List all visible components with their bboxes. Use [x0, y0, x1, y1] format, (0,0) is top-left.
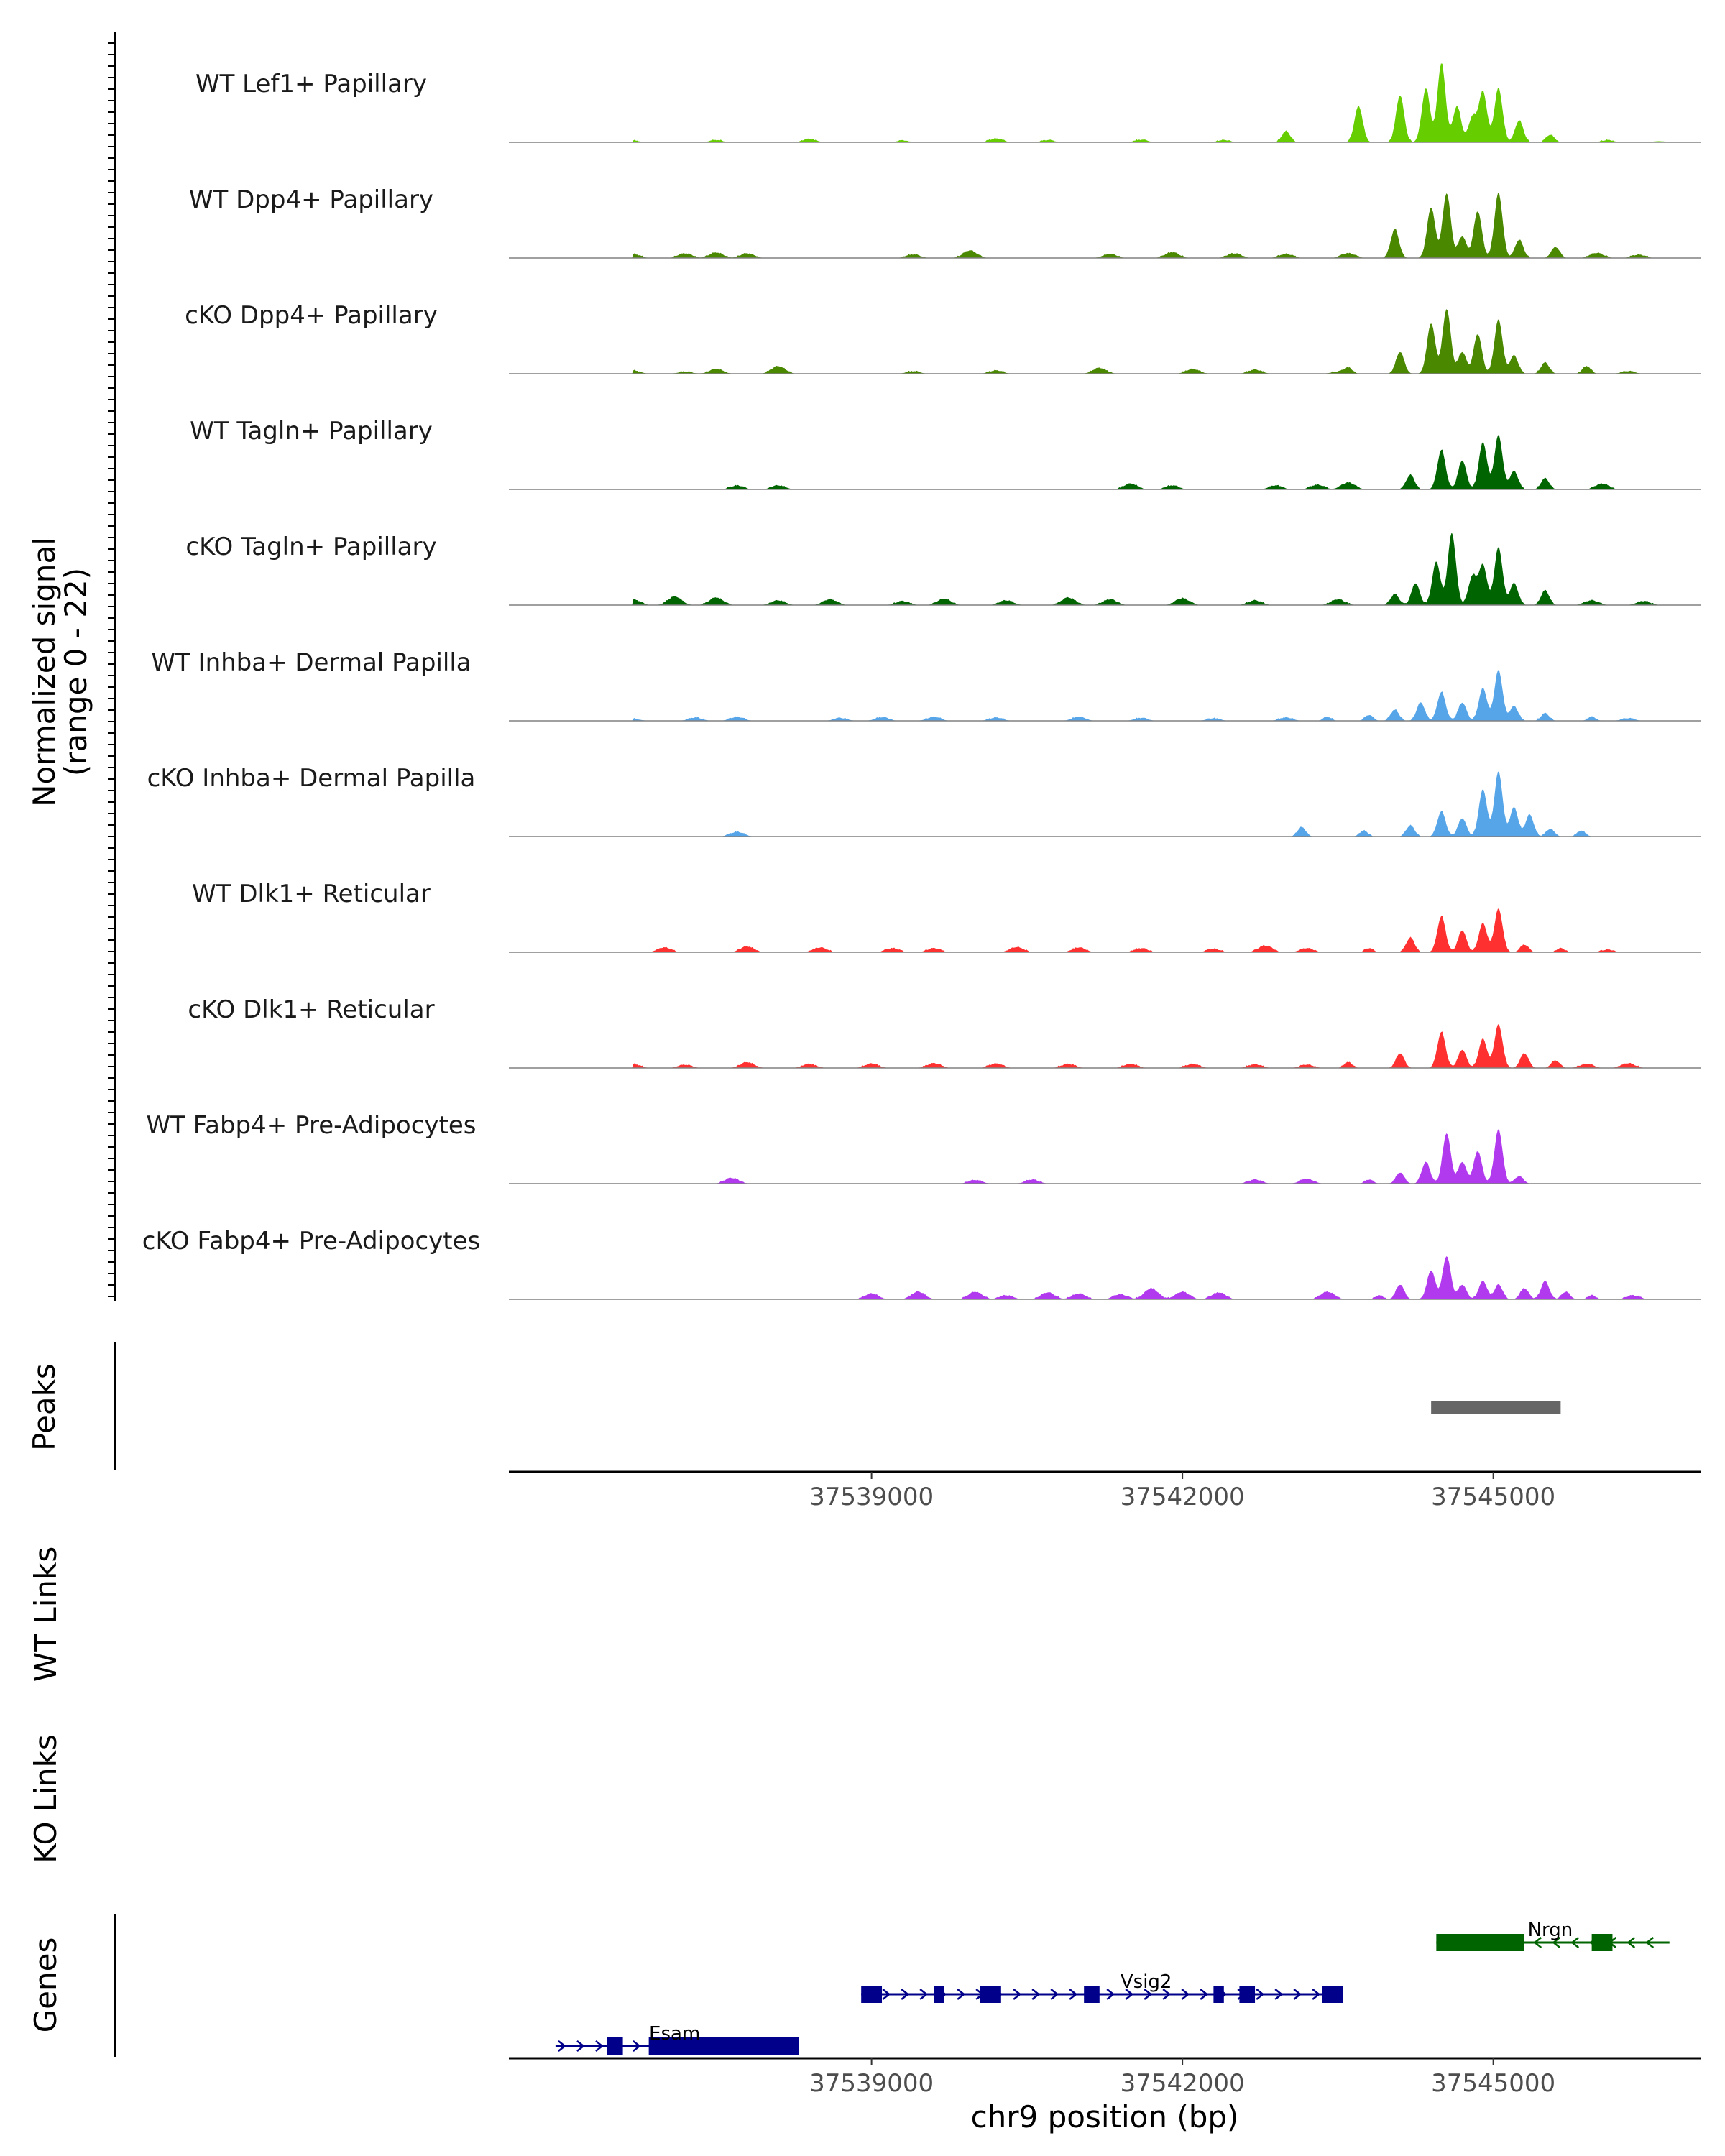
coverage-track: WT Inhba+ Dermal Papilla	[151, 648, 1701, 722]
gene-exon	[980, 1986, 1001, 2003]
coverage-area	[509, 1024, 1701, 1068]
peaks-track	[1431, 1401, 1561, 1414]
track-label: WT Lef1+ Papillary	[196, 70, 427, 98]
strand-chevron	[901, 1989, 910, 2000]
strand-chevron	[1106, 1989, 1116, 2000]
gene-exon	[1084, 1986, 1100, 2003]
strand-chevron	[957, 1989, 966, 2000]
gene-name: Esam	[649, 2023, 700, 2045]
coverage-track: WT Dlk1+ Reticular	[192, 880, 1701, 953]
coverage-track: cKO Dpp4+ Papillary	[185, 301, 1701, 374]
coverage-track: WT Fabp4+ Pre-Adipocytes	[147, 1111, 1701, 1184]
coverage-track: cKO Tagln+ Papillary	[185, 532, 1701, 606]
coverage-track: WT Tagln+ Papillary	[190, 417, 1701, 490]
coverage-track: cKO Inhba+ Dermal Papilla	[147, 764, 1701, 837]
track-label: WT Fabp4+ Pre-Adipocytes	[147, 1111, 477, 1140]
gene-exon	[934, 1986, 944, 2003]
strand-chevron	[1256, 1989, 1265, 2000]
strand-chevron	[632, 2040, 641, 2052]
gene-model: Vsig2	[861, 1971, 1343, 2003]
track-label: WT Inhba+ Dermal Papilla	[151, 648, 471, 677]
x-tick-label: 37542000	[1121, 1483, 1245, 1511]
genes-track-label: Genes	[28, 1938, 63, 2033]
ko-links-label: KO Links	[28, 1734, 63, 1864]
strand-chevron	[1293, 1989, 1302, 2000]
strand-chevron	[1125, 1989, 1134, 2000]
strand-chevron	[1570, 1937, 1580, 1948]
strand-chevron	[1162, 1989, 1172, 2000]
x-tick-label: 37545000	[1431, 2069, 1555, 2098]
track-label: WT Dlk1+ Reticular	[192, 880, 431, 908]
strand-chevron	[1031, 1989, 1041, 2000]
strand-chevron	[1645, 1937, 1655, 1948]
strand-chevron	[1533, 1937, 1542, 1948]
strand-chevron	[1181, 1989, 1190, 2000]
y-axis-label-line2: (range 0 - 22)	[58, 568, 93, 776]
gene-exon	[1239, 1986, 1256, 2003]
x-tick-label: 37539000	[809, 1483, 934, 1511]
strand-chevron	[1552, 1937, 1561, 1948]
track-label: cKO Dlk1+ Reticular	[188, 995, 434, 1024]
peak-interval	[1431, 1401, 1561, 1414]
gene-exon	[1436, 1934, 1524, 1951]
coverage-track: WT Dpp4+ Papillary	[189, 185, 1701, 259]
strand-chevron	[558, 2040, 566, 2052]
strand-chevron	[882, 1989, 891, 2000]
gene-exon	[648, 2037, 799, 2055]
coverage-track: WT Lef1+ Papillary	[196, 63, 1701, 143]
gene-name: Nrgn	[1528, 1920, 1573, 1941]
coverage-area	[509, 435, 1701, 489]
gene-model: Nrgn	[1436, 1920, 1670, 1951]
peaks-track-label: Peaks	[27, 1363, 62, 1451]
strand-chevron	[1274, 1989, 1284, 2000]
strand-chevron	[595, 2040, 604, 2052]
x-tick-label: 37542000	[1121, 2069, 1245, 2098]
track-label: cKO Tagln+ Papillary	[185, 533, 436, 561]
gene-name: Vsig2	[1121, 1971, 1172, 1993]
coverage-track: cKO Dlk1+ Reticular	[188, 995, 1701, 1069]
gene-exon	[1213, 1986, 1224, 2003]
track-label: cKO Inhba+ Dermal Papilla	[147, 764, 476, 793]
strand-chevron	[1069, 1989, 1078, 2000]
gene-exon	[607, 2037, 623, 2055]
coverage-area	[509, 309, 1701, 374]
coverage-track: cKO Fabp4+ Pre-Adipocytes	[142, 1227, 1701, 1300]
gene-exon	[1591, 1934, 1613, 1951]
strand-chevron	[1144, 1989, 1153, 2000]
gene-exon	[861, 1986, 883, 2003]
track-label: cKO Dpp4+ Papillary	[185, 301, 438, 330]
strand-chevron	[1013, 1989, 1022, 2000]
gene-exon	[1322, 1986, 1343, 2003]
coverage-area	[509, 532, 1701, 605]
x-axis-label: chr9 position (bp)	[971, 2099, 1239, 2134]
y-axis-label-line1: Normalized signal	[27, 537, 62, 807]
gene-model: Esam	[555, 2023, 799, 2055]
strand-chevron	[1050, 1989, 1059, 2000]
coverage-area	[509, 1256, 1701, 1299]
coverage-tracks: WT Lef1+ Papillary WT Dpp4+ Papillary cKO …	[142, 63, 1701, 1300]
strand-chevron	[1200, 1989, 1209, 2000]
coverage-area	[509, 771, 1701, 837]
track-label: WT Tagln+ Papillary	[190, 417, 433, 446]
coverage-area	[509, 63, 1701, 142]
strand-chevron	[1312, 1989, 1321, 2000]
x-axis-top-ticks: 37539000 37542000 37545000	[809, 1472, 1555, 1511]
coverage-area	[509, 1129, 1701, 1184]
genes-track: Nrgn Vsig2 Esam	[555, 1920, 1670, 2055]
x-tick-label: 37545000	[1431, 1483, 1555, 1511]
track-label: cKO Fabp4+ Pre-Adipocytes	[142, 1227, 481, 1256]
x-tick-label: 37539000	[809, 2069, 934, 2098]
x-axis-bottom-ticks: 37539000 37542000 37545000	[809, 2058, 1555, 2098]
coverage-area	[509, 670, 1701, 721]
strand-chevron	[1627, 1937, 1636, 1948]
coverage-area	[509, 193, 1701, 258]
coverage-area	[509, 908, 1701, 952]
track-label: WT Dpp4+ Papillary	[189, 185, 433, 214]
strand-chevron	[919, 1989, 929, 2000]
strand-chevron	[576, 2040, 585, 2052]
wt-links-label: WT Links	[28, 1547, 63, 1682]
signal-axis-ticks	[108, 42, 115, 1297]
